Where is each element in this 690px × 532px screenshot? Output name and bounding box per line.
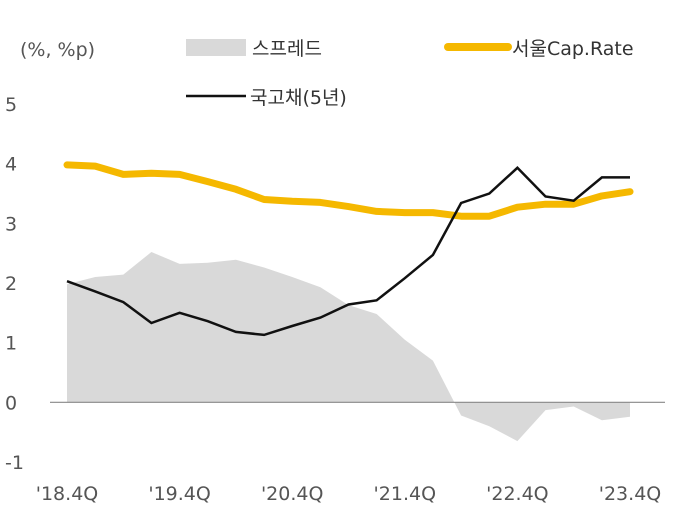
legend-spread-swatch (186, 39, 246, 56)
legend-bond-label: 국고채(5년) (250, 87, 347, 109)
x-tick-label: '20.4Q (261, 483, 323, 505)
legend-spread-label: 스프레드 (252, 38, 322, 60)
plot-area (50, 161, 665, 442)
series-cap-rate-line (63, 161, 634, 220)
y-tick-label: 2 (5, 273, 17, 295)
x-tick-label: '22.4Q (486, 483, 548, 505)
y-axis: 5 4 3 2 1 0 -1 (5, 94, 24, 474)
series-spread-area (67, 252, 630, 442)
legend-cap-rate-label: 서울Cap.Rate (512, 38, 634, 60)
x-tick-label: '21.4Q (374, 483, 436, 505)
series-bond-5y-line (66, 166, 630, 337)
x-tick-label: '23.4Q (599, 483, 661, 505)
x-tick-label: '19.4Q (148, 483, 210, 505)
y-tick-label: 5 (5, 94, 17, 116)
x-axis: '18.4Q '19.4Q '20.4Q '21.4Q '22.4Q '23.4Q (36, 483, 661, 505)
y-tick-label: 1 (5, 333, 17, 355)
x-tick-label: '18.4Q (36, 483, 98, 505)
y-tick-label: -1 (5, 452, 24, 474)
legend: 스프레드 서울Cap.Rate 국고채(5년) (186, 38, 634, 109)
unit-label: (%, %p) (20, 39, 95, 61)
y-tick-label: 0 (5, 392, 17, 414)
y-tick-label: 4 (5, 154, 17, 176)
y-tick-label: 3 (5, 213, 17, 235)
